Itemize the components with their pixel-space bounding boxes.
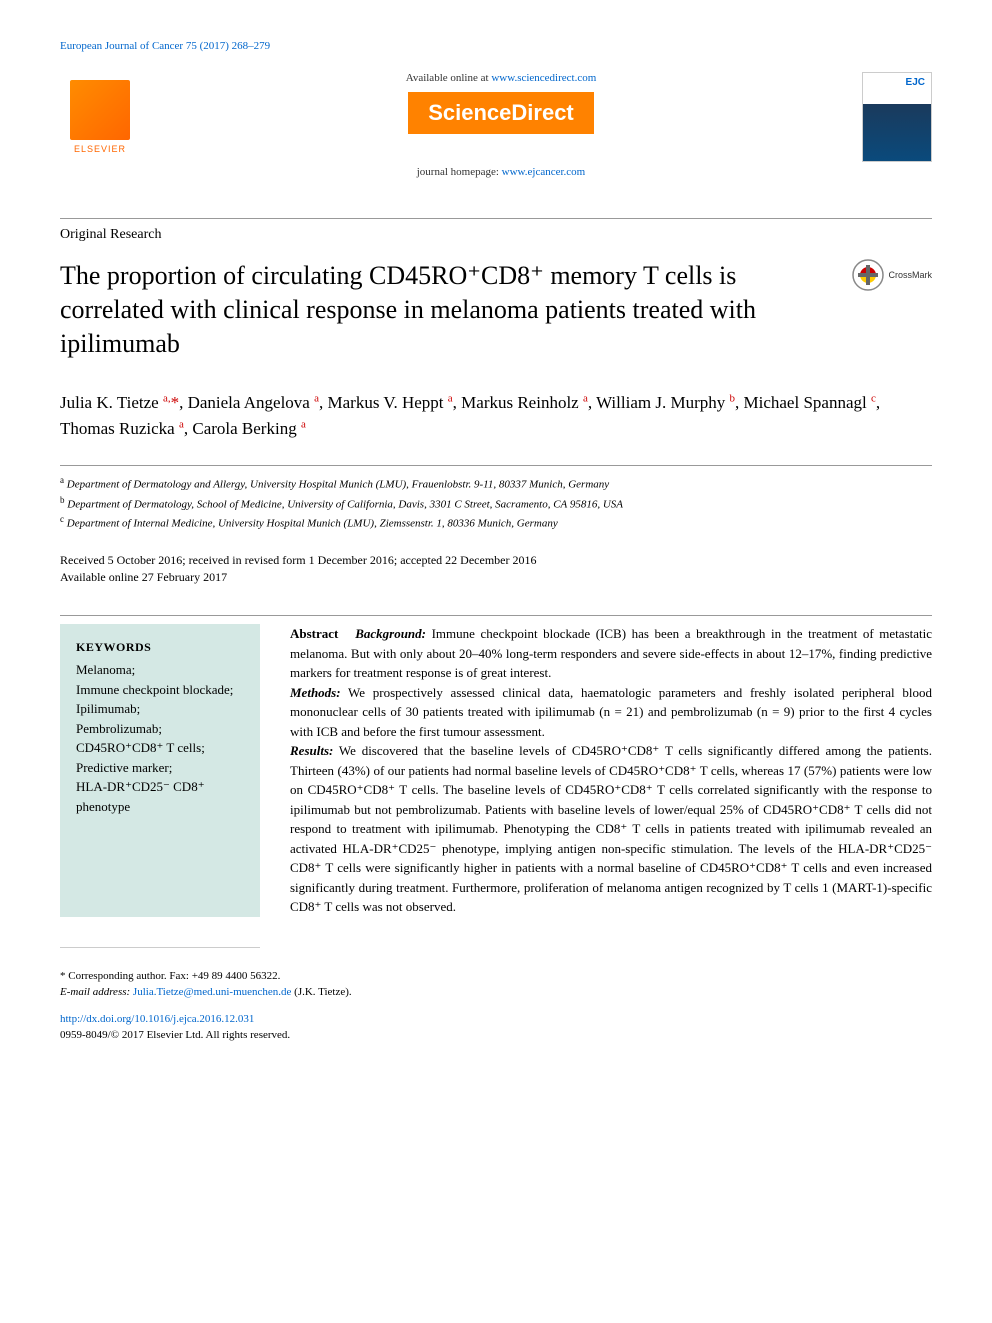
doi-link[interactable]: http://dx.doi.org/10.1016/j.ejca.2016.12… — [60, 1013, 254, 1025]
journal-cover-thumbnail[interactable]: EJC — [862, 72, 932, 162]
keywords-box: KEYWORDS Melanoma; Immune checkpoint blo… — [60, 624, 260, 917]
journal-homepage-text: journal homepage: www.ejcancer.com — [160, 166, 842, 178]
article-type: Original Research — [60, 227, 932, 243]
elsevier-tree-icon — [70, 80, 130, 140]
journal-cover-abbrev: EJC — [906, 77, 925, 88]
crossmark-badge[interactable]: CrossMark — [852, 259, 932, 291]
affiliation-item: b Department of Dermatology, School of M… — [60, 494, 932, 513]
corresponding-email-link[interactable]: Julia.Tietze@med.uni-muenchen.de — [133, 986, 292, 998]
doi-line: http://dx.doi.org/10.1016/j.ejca.2016.12… — [60, 1011, 932, 1028]
affiliations: a Department of Dermatology and Allergy,… — [60, 474, 932, 531]
footnote-divider — [60, 947, 260, 948]
sciencedirect-logo[interactable]: ScienceDirect — [408, 92, 594, 134]
journal-homepage-link[interactable]: www.ejcancer.com — [502, 166, 586, 178]
corresponding-author: * Corresponding author. Fax: +49 89 4400… — [60, 968, 932, 985]
available-label: Available online at — [406, 72, 492, 84]
keywords-heading: KEYWORDS — [76, 638, 244, 656]
keywords-list: Melanoma; Immune checkpoint blockade; Ip… — [76, 660, 244, 816]
footer-section: * Corresponding author. Fax: +49 89 4400… — [60, 968, 932, 1044]
center-banner: Available online at www.sciencedirect.co… — [140, 72, 862, 178]
divider — [60, 218, 932, 219]
elsevier-logo[interactable]: ELSEVIER — [60, 72, 140, 162]
journal-reference: European Journal of Cancer 75 (2017) 268… — [60, 40, 932, 52]
title-row: The proportion of circulating CD45RO⁺CD8… — [60, 259, 932, 360]
crossmark-label: CrossMark — [888, 270, 932, 280]
abstract-section: KEYWORDS Melanoma; Immune checkpoint blo… — [60, 624, 932, 917]
available-online-text: Available online at www.sciencedirect.co… — [160, 72, 842, 84]
available-online-date: Available online 27 February 2017 — [60, 569, 932, 586]
email-line: E-mail address: Julia.Tietze@med.uni-mue… — [60, 984, 932, 1001]
received-dates: Received 5 October 2016; received in rev… — [60, 552, 932, 569]
article-title: The proportion of circulating CD45RO⁺CD8… — [60, 259, 852, 360]
corr-fax: Fax: +49 89 4400 56322. — [169, 970, 280, 982]
authors-list: Julia K. Tietze a,*, Daniela Angelova a,… — [60, 390, 932, 441]
email-label: E-mail address: — [60, 986, 130, 998]
sciencedirect-url-link[interactable]: www.sciencedirect.com — [491, 72, 596, 84]
crossmark-icon — [852, 259, 884, 291]
header-banner: ELSEVIER Available online at www.science… — [60, 72, 932, 178]
copyright-line: 0959-8049/© 2017 Elsevier Ltd. All right… — [60, 1027, 932, 1044]
elsevier-label: ELSEVIER — [74, 144, 126, 154]
corr-label: * Corresponding author. — [60, 970, 167, 982]
email-author-name: (J.K. Tietze). — [294, 986, 351, 998]
article-dates: Received 5 October 2016; received in rev… — [60, 552, 932, 586]
divider — [60, 615, 932, 616]
homepage-label: journal homepage: — [417, 166, 502, 178]
affiliation-item: c Department of Internal Medicine, Unive… — [60, 513, 932, 532]
abstract-text: Abstract Background: Immune checkpoint b… — [290, 624, 932, 917]
divider — [60, 465, 932, 466]
affiliation-item: a Department of Dermatology and Allergy,… — [60, 474, 932, 493]
